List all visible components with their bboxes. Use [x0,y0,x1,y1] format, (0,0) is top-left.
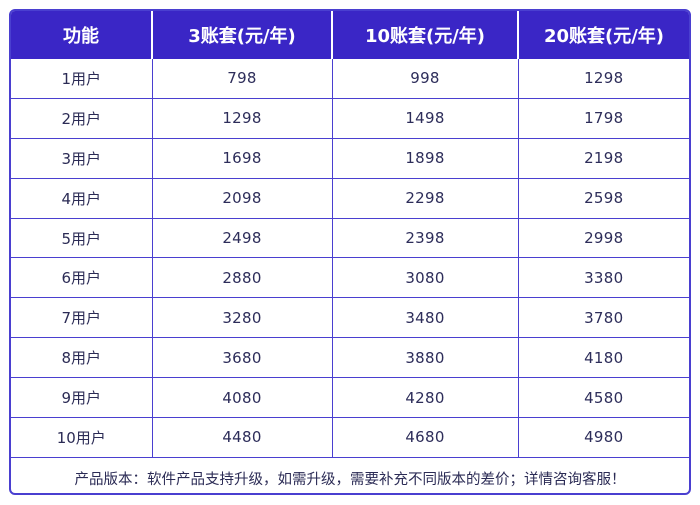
price-cell: 2498 [152,218,333,259]
row-label: 7用户 [11,297,153,339]
row-label: 4用户 [11,178,153,219]
row-label: 9用户 [11,377,153,419]
price-cell: 2880 [152,257,333,299]
price-cell: 2198 [518,138,689,179]
price-cell: 1298 [152,98,333,139]
price-cell: 3080 [332,257,519,299]
row-label: 1用户 [11,59,153,99]
price-cell: 3280 [152,297,333,339]
price-cell: 4080 [152,377,333,419]
price-cell: 1498 [332,98,519,139]
row-label: 5用户 [11,218,153,259]
pricing-table-frame: 功能 3账套(元/年) 10账套(元/年) 20账套(元/年) 1用户 798 … [9,9,691,495]
row-label: 3用户 [11,138,153,179]
table-row: 1用户 798 998 1298 [11,59,689,99]
product-version-note: 产品版本：软件产品支持升级，如需升级，需要补充不同版本的差价；详情咨询客服！ [74,471,626,488]
price-cell: 1298 [518,59,689,99]
price-cell: 4180 [518,337,689,379]
header-3-accounts: 3账套(元/年) [152,11,333,59]
table-row: 2用户 1298 1498 1798 [11,98,689,139]
table-row: 10用户 4480 4680 4980 [11,417,689,458]
price-cell: 4680 [332,417,519,458]
price-cell: 2398 [332,218,519,259]
header-feature: 功能 [11,11,153,59]
price-cell: 4980 [518,417,689,458]
table-header: 功能 3账套(元/年) 10账套(元/年) 20账套(元/年) [11,11,689,59]
price-cell: 3880 [332,337,519,379]
table-row: 6用户 2880 3080 3380 [11,257,689,299]
price-cell: 4280 [332,377,519,419]
row-label: 10用户 [11,417,153,458]
price-cell: 4480 [152,417,333,458]
price-cell: 2298 [332,178,519,219]
price-cell: 4580 [518,377,689,419]
price-cell: 2098 [152,178,333,219]
table-row: 9用户 4080 4280 4580 [11,377,689,419]
table-row: 3用户 1698 1898 2198 [11,138,689,179]
table-row: 5用户 2498 2398 2998 [11,218,689,259]
price-cell: 1898 [332,138,519,179]
table-row: 8用户 3680 3880 4180 [11,337,689,379]
price-cell: 3680 [152,337,333,379]
price-cell: 998 [332,59,519,99]
table-row: 4用户 2098 2298 2598 [11,178,689,219]
price-cell: 2598 [518,178,689,219]
table-row: 7用户 3280 3480 3780 [11,297,689,339]
row-label: 6用户 [11,257,153,299]
pricing-table: 功能 3账套(元/年) 10账套(元/年) 20账套(元/年) 1用户 798 … [11,11,689,458]
price-cell: 1798 [518,98,689,139]
header-10-accounts: 10账套(元/年) [332,11,519,59]
price-cell: 1698 [152,138,333,179]
price-cell: 2998 [518,218,689,259]
row-label: 2用户 [11,98,153,139]
row-label: 8用户 [11,337,153,379]
price-cell: 3480 [332,297,519,339]
header-row: 功能 3账套(元/年) 10账套(元/年) 20账套(元/年) [11,11,689,59]
price-cell: 3380 [518,257,689,299]
table-body: 1用户 798 998 1298 2用户 1298 1498 1798 3用户 … [11,59,689,458]
price-cell: 3780 [518,297,689,339]
header-20-accounts: 20账套(元/年) [518,11,689,59]
price-cell: 798 [152,59,333,99]
